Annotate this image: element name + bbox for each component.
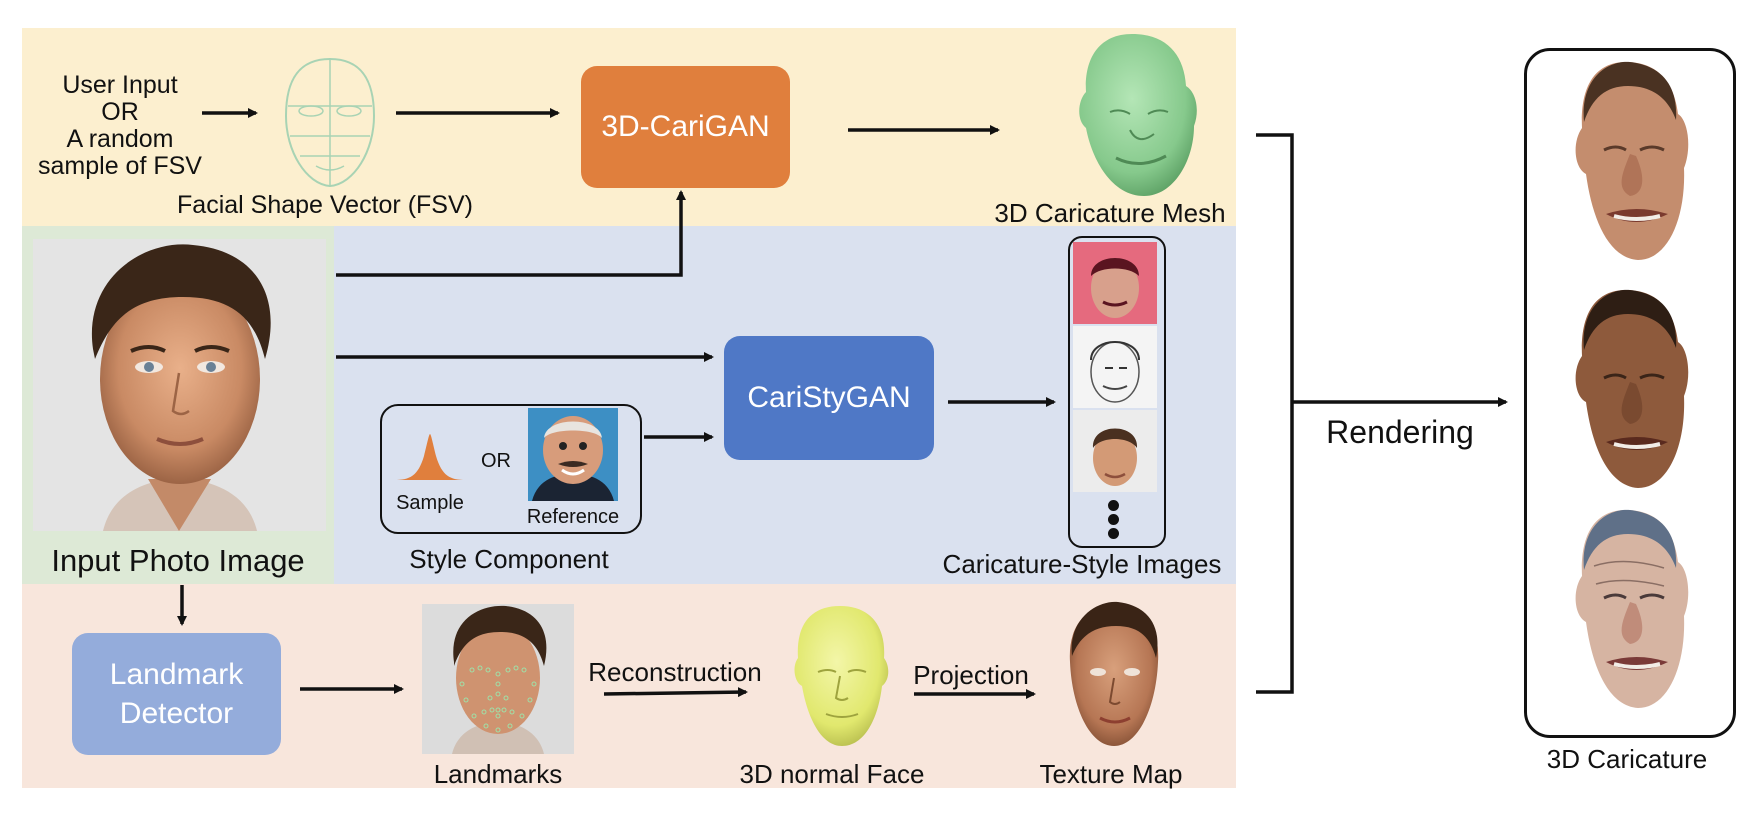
caricature-style-image-sketch <box>1073 326 1157 408</box>
landmark-detector-label-line2: Detector <box>119 697 234 730</box>
user-input-text: User Input OR A random sample of FSV <box>38 71 202 180</box>
mesh-label: 3D Caricature Mesh <box>994 198 1226 228</box>
style-component-title: Style Component <box>409 544 609 574</box>
gaussian-sample-icon <box>394 434 466 480</box>
input-photo-label: Input Photo Image <box>51 543 305 578</box>
fsv-face-sketch <box>284 57 376 188</box>
landmarks-image <box>422 604 574 754</box>
caristygan-label: CariStyGAN <box>747 381 911 414</box>
style-component-box <box>380 404 642 534</box>
reference-label: Reference <box>526 506 620 528</box>
input-photo-image <box>33 239 326 531</box>
rendering-label: Rendering <box>1326 414 1474 450</box>
landmark-detector-label-line1: Landmark <box>109 658 244 691</box>
caricature-images-label: Caricature-Style Images <box>942 549 1222 579</box>
carigan-label: 3D-CariGAN <box>601 110 770 143</box>
or-label: OR <box>481 450 511 472</box>
caricature-result-1 <box>1575 61 1689 260</box>
reference-image <box>528 408 618 501</box>
caristygan-box: CariStyGAN <box>724 336 934 460</box>
landmark-detector-box: Landmark Detector <box>72 633 281 755</box>
caricature-mesh-image <box>1079 34 1197 196</box>
carigan-box: 3D-CariGAN <box>581 66 790 188</box>
caricature-style-image-red <box>1073 242 1157 324</box>
caricature-style-image-photo <box>1073 410 1157 492</box>
texture-map-image <box>1069 601 1159 746</box>
projection-label: Projection <box>913 660 1029 690</box>
normal-face-label: 3D normal Face <box>739 759 925 789</box>
normal-face-image <box>794 606 889 746</box>
landmarks-label: Landmarks <box>433 759 563 789</box>
caricature-result-3 <box>1575 509 1689 708</box>
more-dots-icon <box>1108 500 1120 540</box>
caricature-images-frame <box>1068 236 1166 548</box>
result-label: 3D Caricature <box>1546 744 1708 774</box>
sample-label: Sample <box>396 492 464 514</box>
caricature-result-2 <box>1575 289 1689 488</box>
output-frame <box>1524 48 1736 738</box>
fsv-label: Facial Shape Vector (FSV) <box>177 191 473 219</box>
texture-map-label: Texture Map <box>1039 759 1183 789</box>
reconstruction-label: Reconstruction <box>588 657 762 687</box>
